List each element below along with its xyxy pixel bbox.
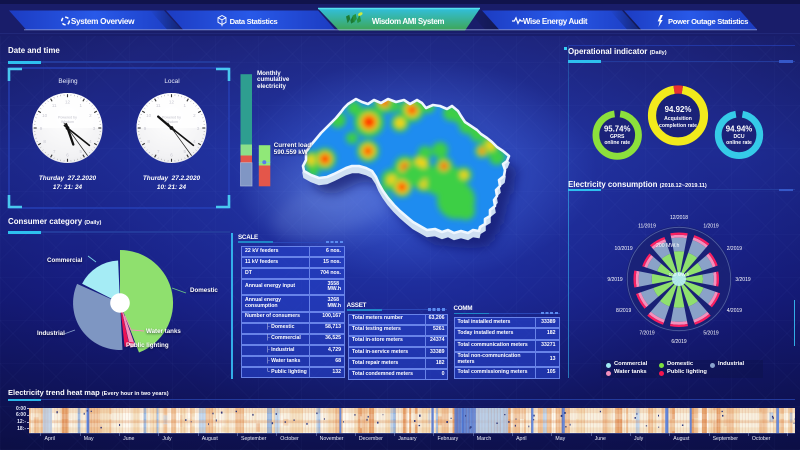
svg-text:94.94%: 94.94% — [726, 124, 753, 133]
svg-text:Data Statistics: Data Statistics — [230, 17, 278, 26]
svg-text:1/2019: 1/2019 — [703, 223, 719, 229]
svg-text:4: 4 — [89, 139, 92, 144]
svg-text:2/2019: 2/2019 — [727, 246, 743, 252]
svg-text:1: 1 — [80, 103, 83, 108]
svg-text:11/2019: 11/2019 — [638, 223, 656, 229]
svg-text:Acquisition: Acquisition — [664, 116, 692, 122]
svg-text:8/2019: 8/2019 — [616, 308, 632, 314]
svg-text:95.74%: 95.74% — [604, 125, 631, 134]
svg-text:12/2018: 12/2018 — [670, 215, 688, 221]
svg-text:11: 11 — [52, 103, 57, 108]
svg-text:10: 10 — [42, 113, 48, 118]
svg-text:Wise Energy Audit: Wise Energy Audit — [523, 17, 588, 26]
svg-text:9: 9 — [144, 126, 147, 131]
svg-text:4: 4 — [193, 139, 196, 144]
svg-text:completion rate: completion rate — [659, 123, 697, 129]
svg-text:5: 5 — [80, 149, 83, 154]
svg-text:11: 11 — [156, 103, 161, 108]
svg-text:8: 8 — [43, 139, 46, 144]
svg-text:2: 2 — [89, 113, 92, 118]
svg-text:3/2019: 3/2019 — [735, 277, 751, 283]
svg-text:3: 3 — [93, 126, 96, 131]
svg-text:12: 12 — [169, 100, 175, 105]
svg-text:9/2019: 9/2019 — [607, 277, 623, 283]
svg-text:online rate: online rate — [726, 140, 752, 146]
svg-text:System Overview: System Overview — [71, 17, 135, 26]
svg-text:5/2019: 5/2019 — [703, 331, 719, 337]
svg-text:10: 10 — [146, 113, 152, 118]
svg-text:9: 9 — [40, 126, 43, 131]
svg-text:1: 1 — [184, 103, 187, 108]
svg-text:online rate: online rate — [604, 140, 630, 146]
svg-text:6: 6 — [66, 153, 69, 158]
svg-text:GPRS: GPRS — [610, 134, 625, 140]
svg-text:10/2019: 10/2019 — [615, 246, 633, 252]
svg-text:Power Outage Statistics: Power Outage Statistics — [668, 17, 748, 26]
svg-text:6/2019: 6/2019 — [671, 339, 687, 345]
svg-text:7: 7 — [53, 149, 56, 154]
svg-text:Wisdom: Wisdom — [61, 120, 74, 124]
svg-text:Powered by: Powered by — [58, 116, 77, 120]
svg-text:DCU: DCU — [733, 134, 744, 140]
svg-text:6: 6 — [170, 153, 173, 158]
svg-text:100 MW.h: 100 MW.h — [669, 272, 690, 277]
svg-text:5: 5 — [184, 149, 187, 154]
svg-text:Wisdom: Wisdom — [165, 120, 178, 124]
svg-text:Wisdom AMI System: Wisdom AMI System — [372, 17, 445, 26]
svg-text:7/2019: 7/2019 — [639, 331, 655, 337]
svg-text:94.92%: 94.92% — [665, 105, 692, 114]
svg-text:7: 7 — [157, 149, 160, 154]
svg-text:3: 3 — [197, 126, 200, 131]
svg-text:200 MW.h: 200 MW.h — [656, 243, 679, 249]
svg-text:12: 12 — [65, 100, 71, 105]
svg-text:8: 8 — [147, 139, 150, 144]
svg-text:4/2019: 4/2019 — [727, 308, 743, 314]
svg-text:Powered by: Powered by — [162, 116, 181, 120]
svg-text:2: 2 — [193, 113, 196, 118]
